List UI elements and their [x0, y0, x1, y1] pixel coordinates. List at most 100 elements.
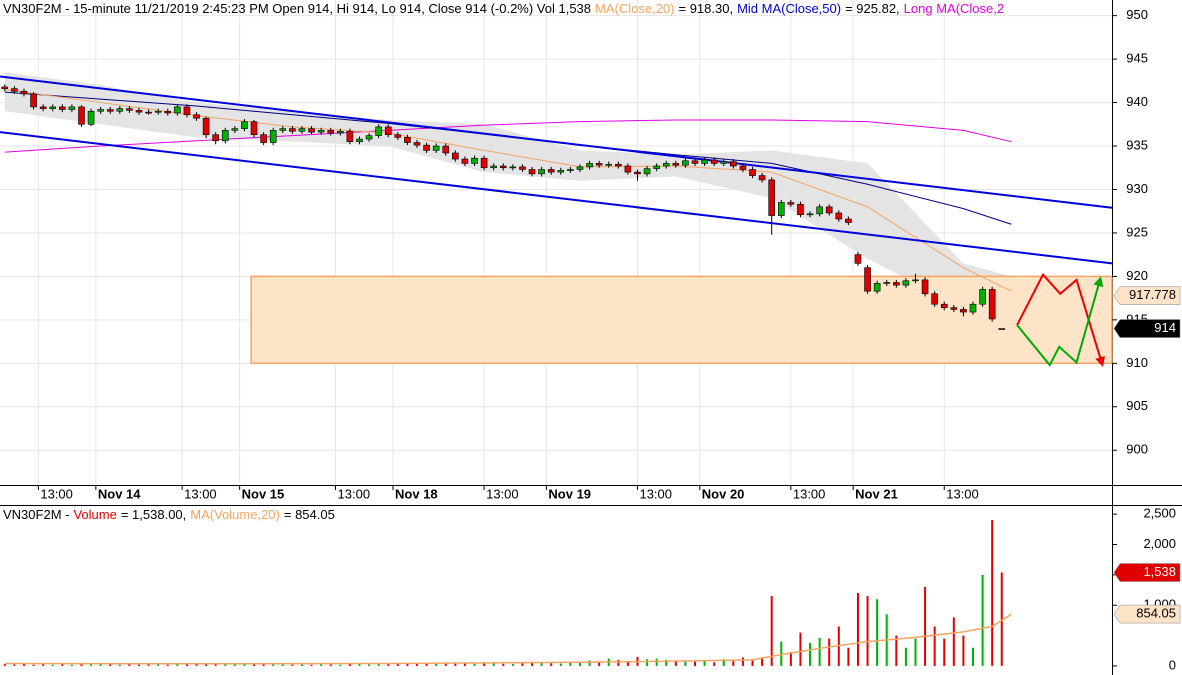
candle-body [499, 165, 507, 169]
candle-body [528, 169, 536, 175]
value-badge [1113, 286, 1181, 305]
candle-body [854, 254, 862, 264]
candle-body [547, 169, 555, 173]
header-text: = 854.05 [284, 507, 335, 522]
forecast-arrow [1016, 272, 1105, 367]
candle-body [662, 163, 670, 167]
value-badge [1113, 563, 1181, 582]
candle-body [758, 175, 766, 181]
candle-body [720, 161, 728, 164]
candle-body [365, 135, 373, 140]
candle-body [615, 163, 622, 167]
candle-body [413, 142, 421, 146]
candle-body [768, 179, 775, 216]
candle-body [988, 289, 996, 320]
candle-body [797, 203, 804, 215]
candle-body [701, 159, 708, 164]
candle-body [68, 106, 76, 110]
candle-body [78, 106, 85, 125]
y-tick-label: 935 [1126, 137, 1148, 152]
candle-body [940, 303, 948, 308]
candle-body [730, 161, 737, 167]
candle-body [202, 117, 210, 136]
candle-body [979, 289, 986, 305]
candle-body [423, 144, 430, 151]
candle-body [126, 108, 133, 111]
candle-body [279, 128, 287, 131]
volume-ma-line [4, 613, 1012, 665]
candle-body [183, 106, 191, 116]
candle-body [624, 165, 632, 173]
badge-label: 914 [1154, 320, 1176, 335]
candle-body [710, 159, 718, 164]
ma-line [4, 89, 1012, 292]
candle-body [816, 206, 823, 215]
candle-body [260, 134, 267, 143]
candle-body [835, 212, 843, 220]
candle-body [394, 134, 402, 138]
candle-body [452, 152, 459, 160]
header-text: = 918.30, [678, 1, 733, 16]
candle-body [346, 130, 354, 142]
candle-body [902, 280, 910, 286]
candle-body [969, 303, 977, 313]
trend-line [0, 131, 1113, 265]
candle-body [30, 93, 37, 108]
y-tick-label: 950 [1126, 7, 1148, 22]
header-text: Long MA(Close,2 [904, 1, 1004, 16]
candle-body [912, 279, 919, 282]
header-text: = 925.82, [845, 1, 900, 16]
candle-body [221, 130, 229, 142]
x-tick-label: Nov 20 [702, 486, 745, 501]
header-text: MA(Close,20) [595, 1, 674, 16]
candle-body [509, 166, 517, 169]
candle-body [873, 283, 881, 292]
candle-body [154, 110, 162, 113]
y-tick-label: 910 [1126, 355, 1148, 370]
candle-body [384, 126, 392, 136]
candle-body [442, 145, 450, 154]
candle-body [308, 128, 315, 133]
y-tick-label: 930 [1126, 181, 1148, 196]
candle-body [998, 328, 1006, 330]
candle-body [586, 163, 593, 168]
badge-label: 1,538 [1143, 564, 1176, 579]
target-zone [250, 275, 1113, 365]
badge-label: 917.778 [1129, 287, 1176, 302]
y-tick-label: 905 [1126, 398, 1148, 413]
plot [0, 72, 1113, 666]
candle-body [145, 111, 152, 114]
candle-body [825, 206, 833, 214]
candle-body [135, 110, 143, 113]
candle-body [317, 130, 325, 133]
header-text: MA(Volume,20) [190, 507, 280, 522]
candle-body [39, 106, 47, 109]
candle-body [806, 213, 814, 216]
candle-body [538, 169, 545, 175]
candle-body [749, 169, 756, 176]
y-tick-label: 2,000 [1143, 536, 1176, 551]
candle-body [269, 130, 277, 143]
candle-body [787, 202, 795, 205]
candle-body [59, 106, 66, 110]
candle-body [106, 109, 114, 112]
candle-body [289, 128, 296, 132]
y-tick-label: 920 [1126, 268, 1148, 283]
candle-body [490, 165, 497, 169]
x-tick-label: 13:00 [486, 486, 519, 501]
x-tick-label: Nov 19 [548, 486, 591, 501]
price-header: VN30F2M - 15-minute 11/21/2019 2:45:23 P… [3, 1, 1004, 16]
x-tick-label: Nov 18 [395, 486, 438, 501]
candle-body [567, 169, 574, 171]
candle-body [682, 160, 689, 166]
badge-label: 854.05 [1136, 606, 1176, 621]
candle-body [327, 130, 335, 134]
candle-body [20, 90, 28, 95]
x-tick-label: 13:00 [184, 486, 217, 501]
candle-body [883, 282, 891, 284]
x-tick-label: Nov 14 [98, 486, 141, 501]
candle-body [845, 218, 852, 223]
candle-body [557, 170, 565, 173]
